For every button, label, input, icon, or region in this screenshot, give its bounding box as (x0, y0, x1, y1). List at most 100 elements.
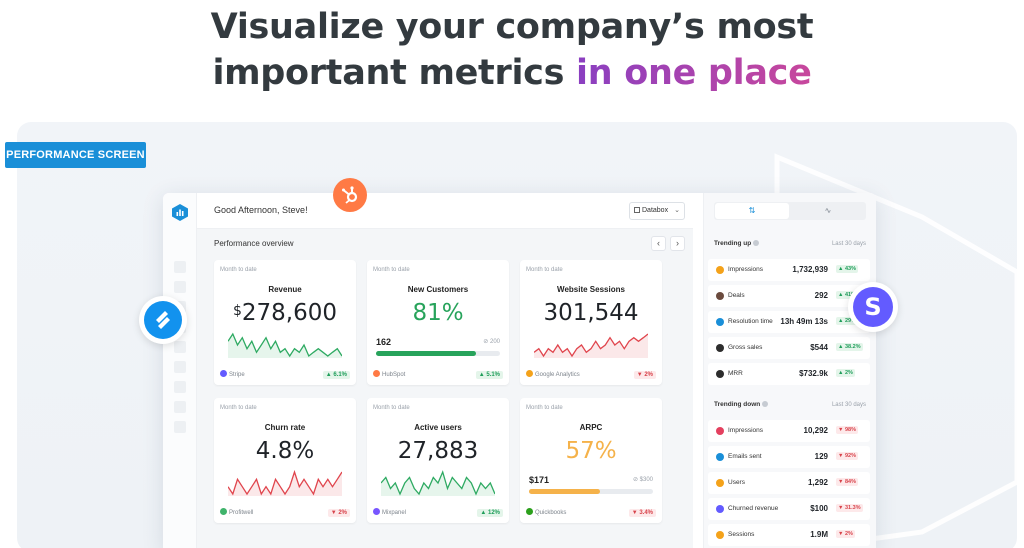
trend-change: ▼ 31.3% (836, 504, 863, 512)
sidebar-item[interactable] (174, 421, 186, 433)
progress-track (529, 489, 653, 494)
pager-prev-button[interactable]: ‹ (651, 236, 666, 251)
trend-arrow-icon: ▼ (330, 510, 339, 516)
trend-change: ▲ 29% (836, 317, 858, 325)
trend-value: 1,292 (807, 478, 828, 487)
metric-card[interactable]: Month to date Revenue $278,600 Stripe ▲ 6.1% (214, 260, 356, 385)
hexagon-decoration (774, 153, 1017, 548)
sparkline-area (228, 472, 342, 496)
trend-change: ▲ 2% (836, 369, 855, 377)
trend-arrow-icon: ▼ (838, 427, 845, 433)
source-icon (373, 370, 380, 377)
trend-label: Sessions (728, 531, 755, 538)
change-value: 5.1% (486, 372, 500, 378)
sidebar-item[interactable] (174, 261, 186, 273)
trend-label: MRR (728, 370, 743, 377)
source-label: Stripe (229, 372, 245, 378)
card-period: Month to date (373, 267, 410, 273)
main-content: Month to date Revenue $278,600 Stripe ▲ 6.1%… (197, 229, 716, 548)
trend-row[interactable]: MRR $732.9k ▲ 2% (708, 363, 870, 385)
change-badge: ▲ 12% (477, 509, 503, 517)
info-icon[interactable] (762, 401, 769, 407)
target-icon: ⊘ (632, 477, 640, 483)
headline: Visualize your company’s most important … (0, 4, 1024, 96)
card-value-number: 4.8% (255, 438, 315, 464)
metric-source-icon (716, 318, 724, 326)
trend-row[interactable]: Emails sent 129 ▼ 92% (708, 446, 870, 468)
trend-change-value: 92% (844, 453, 856, 459)
trends-tabs: ⇅ ∿ (714, 202, 866, 220)
trend-change-value: 2% (844, 531, 853, 537)
pager-next-button[interactable]: › (670, 236, 685, 251)
metric-source-icon (716, 266, 724, 274)
trend-row[interactable]: Impressions 10,292 ▼ 98% (708, 420, 870, 442)
trend-change: ▼ 98% (836, 426, 858, 434)
sidebar-item[interactable] (174, 401, 186, 413)
card-source: Quickbooks (526, 508, 566, 516)
trend-row[interactable]: Churned revenue $100 ▼ 31.3% (708, 498, 870, 520)
trending-up-period: Last 30 days (831, 241, 866, 247)
sidebar-item[interactable] (174, 341, 186, 353)
trend-label: Resolution time (728, 318, 773, 325)
sparkline-line (381, 470, 495, 496)
sparkline (534, 333, 648, 358)
info-icon[interactable] (753, 240, 760, 246)
change-badge: ▲ 6.1% (322, 371, 350, 379)
headline-line-1: Visualize your company’s most (210, 7, 814, 47)
top-bar: Good Afternoon, Steve! Databox ⌄ (197, 193, 693, 229)
dashboard-grid-icon (634, 207, 640, 213)
sidebar (163, 193, 197, 548)
metric-card[interactable]: Month to date Website Sessions 301,544 Goog… (520, 260, 662, 385)
trending-down-title: Trending down (714, 401, 769, 408)
workspace-select[interactable]: Databox ⌄ (629, 202, 685, 220)
trend-row[interactable]: Impressions 1,732,939 ▲ 43% (708, 259, 870, 281)
trend-row[interactable]: Users 1,292 ▼ 84% (708, 472, 870, 494)
change-value: 2% (338, 510, 347, 516)
metric-source-icon (716, 344, 724, 352)
card-value: 27,883 (367, 438, 509, 464)
trend-row[interactable]: Resolution time 13h 49m 13s ▲ 29% (708, 311, 870, 333)
helpscout-glyph (156, 311, 170, 329)
target-icon: ⊘ (483, 339, 490, 345)
stripe-icon: S (848, 282, 898, 332)
progress-target: ⊘ $300 (633, 476, 653, 483)
change-value: 2% (644, 372, 653, 378)
metric-card[interactable]: Month to date New Customers 81% 162 ⊘ 200 Hub… (367, 260, 509, 385)
metric-card[interactable]: Month to date ARPC 57% $171 ⊘ $300 Quickbooks… (520, 398, 662, 523)
trend-value: $100 (810, 504, 828, 513)
sidebar-item[interactable] (174, 281, 186, 293)
card-title: ARPC (579, 423, 603, 432)
sidebar-item[interactable] (174, 361, 186, 373)
metric-source-icon (716, 453, 724, 461)
progress-current: $171 (529, 475, 550, 485)
metric-card[interactable]: Month to date Active users 27,883 Mixpanel ▲… (367, 398, 509, 523)
sparkline-area (228, 334, 342, 358)
card-source: Google Analytics (526, 370, 580, 378)
card-period: Month to date (220, 405, 257, 411)
trend-arrow-icon: ▼ (636, 372, 645, 378)
chevron-down-icon: ⌄ (674, 207, 680, 214)
workspace-label: Databox (642, 207, 669, 214)
change-value: 3.4% (639, 510, 653, 516)
stripe-glyph: S (853, 287, 893, 327)
trend-change-value: 43% (844, 266, 856, 272)
card-value-number: 81% (412, 300, 464, 326)
card-title: New Customers (407, 285, 469, 294)
sparkline-line (228, 332, 342, 358)
card-value: 81% (367, 300, 509, 326)
metric-source-icon (716, 531, 724, 539)
trend-row[interactable]: Sessions 1.9M ▼ 2% (708, 524, 870, 546)
trend-label: Impressions (728, 427, 764, 434)
sidebar-item[interactable] (174, 381, 186, 393)
progress-target-value: 200 (489, 339, 500, 345)
trend-label: Emails sent (728, 453, 762, 460)
tab-trends[interactable]: ⇅ (715, 203, 789, 219)
metric-card[interactable]: Month to date Churn rate 4.8% Profitwell ▼ 2… (214, 398, 356, 523)
source-icon (373, 508, 380, 515)
tab-activity[interactable]: ∿ (824, 206, 832, 215)
trend-arrow-icon: ▲ (838, 292, 845, 298)
card-value-number: 301,544 (543, 300, 639, 326)
trend-row[interactable]: Gross sales $544 ▲ 38.2% (708, 337, 870, 359)
databox-logo-icon[interactable] (172, 204, 188, 221)
